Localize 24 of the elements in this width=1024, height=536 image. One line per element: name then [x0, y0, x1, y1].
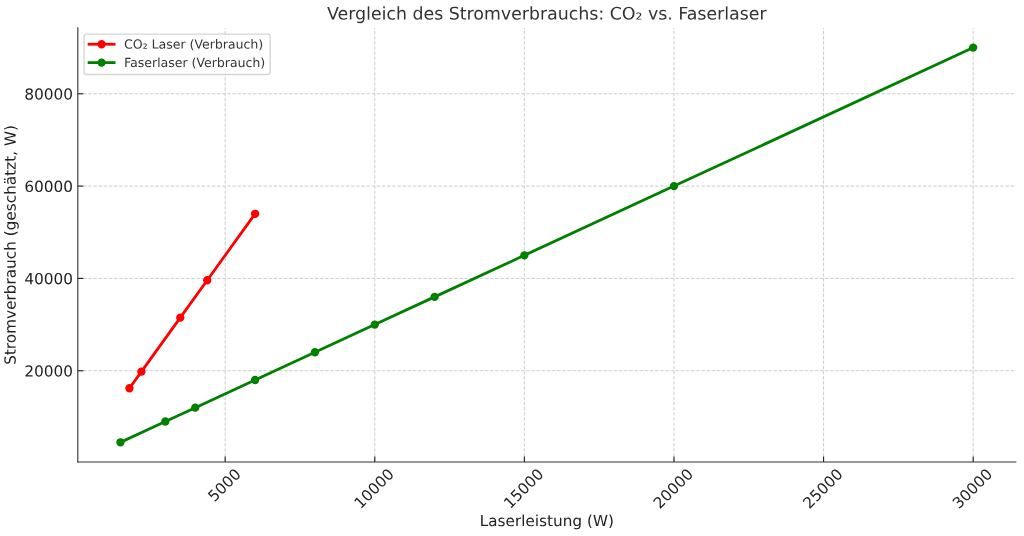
y-axis-title: Stromverbrauch (geschätzt, W) [4, 126, 19, 364]
y-tick-label: 20000 [25, 365, 72, 377]
legend-label: Faserlaser (Verbrauch) [125, 57, 265, 69]
x-axis-title: Laserleistung (W) [481, 514, 613, 530]
point [250, 375, 260, 385]
point [250, 209, 260, 218]
point [176, 313, 185, 322]
point [191, 403, 200, 412]
point [430, 292, 439, 302]
point [203, 276, 212, 285]
point [969, 43, 978, 52]
point [370, 320, 379, 329]
point [137, 367, 146, 376]
legend-label: CO₂ Laser (Verbrauch) [124, 39, 263, 51]
point [669, 181, 679, 191]
point [125, 384, 134, 393]
chart-title: Vergleich des Stromverbrauchs: CO₂ vs. Faserlaser [327, 6, 767, 24]
point [116, 438, 125, 447]
point [161, 417, 170, 426]
y-tick-label: 40000 [25, 272, 72, 285]
y-tick-label: 80000 [25, 88, 72, 100]
y-tick-label: 60000 [25, 180, 72, 193]
point [310, 348, 320, 357]
point [520, 251, 529, 260]
